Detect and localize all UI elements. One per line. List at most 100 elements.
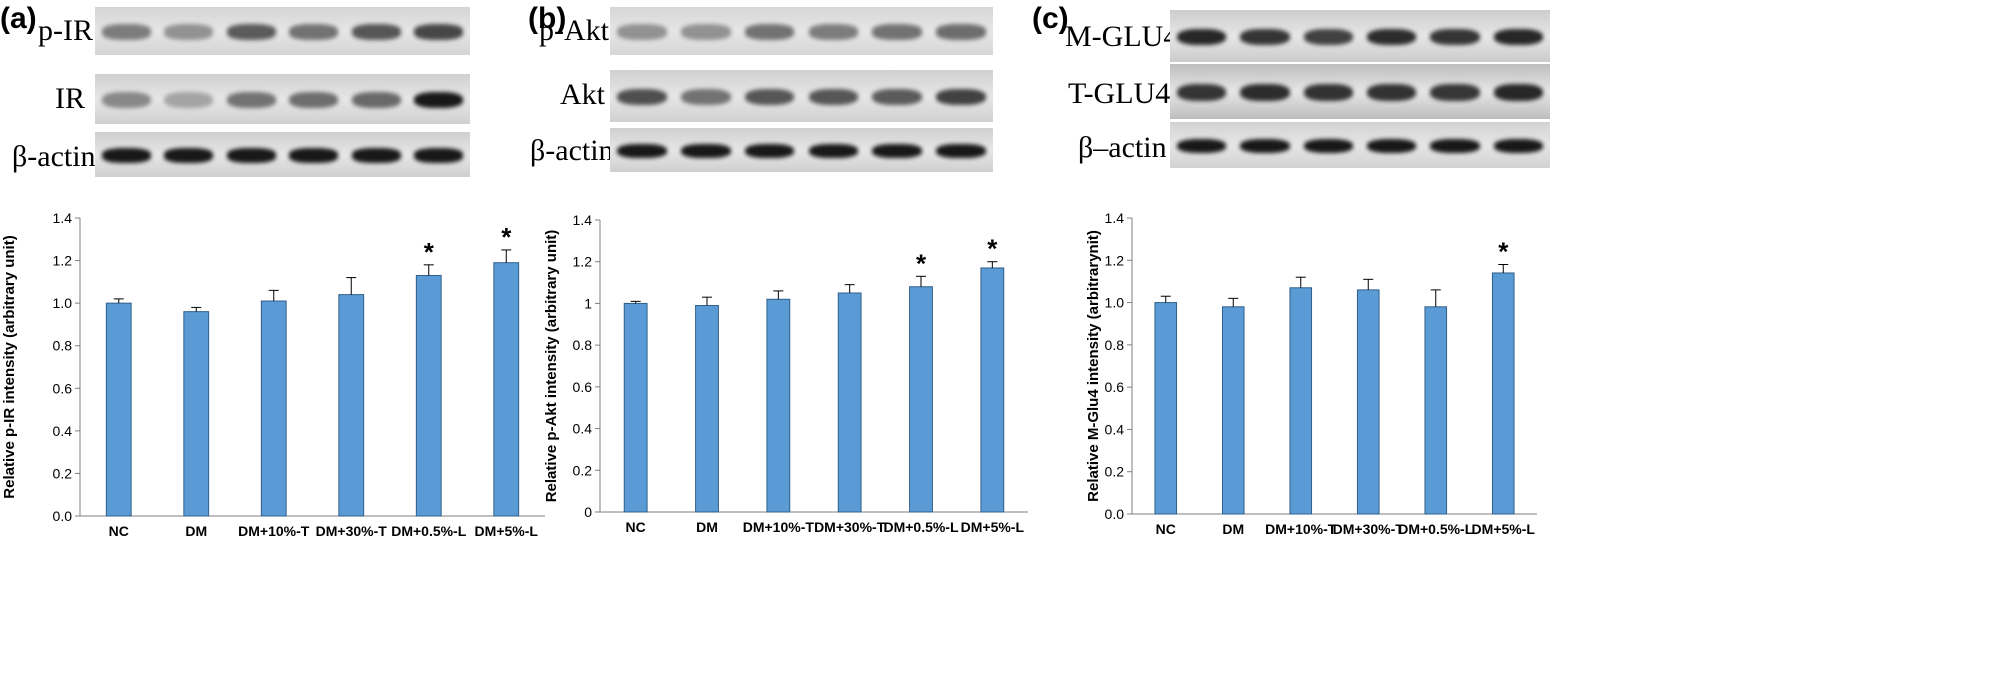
bar <box>105 302 132 517</box>
x-tick-label: DM+5%-L <box>961 519 1025 535</box>
blot-label-3: Akt <box>560 78 605 111</box>
blot-band <box>101 24 151 40</box>
blot-strip-3 <box>95 132 470 177</box>
blot-band <box>1430 83 1480 102</box>
blot-band <box>680 143 731 158</box>
significance-marker: * <box>1498 237 1509 267</box>
blot-band <box>1493 28 1544 46</box>
y-tick-label: 0.6 <box>53 380 73 396</box>
panel-b: (b) p-Akt Akt β-actin 0 0.2 0.4 0.6 0.8 1 1.2 1… <box>528 0 1048 688</box>
y-tick-label: 0.2 <box>573 462 593 478</box>
significance-marker: * <box>916 248 927 278</box>
y-tick-label: 1.0 <box>1105 295 1125 311</box>
x-tick-label: DM+5%-L <box>475 523 539 539</box>
y-tick-label: 1.2 <box>1105 252 1125 268</box>
x-tick-label: NC <box>1156 521 1176 537</box>
bar <box>1424 306 1448 515</box>
blot-strip-3 <box>610 128 993 172</box>
y-tick-label: 0.4 <box>53 423 73 439</box>
blot-label-2: T-GLU4 <box>1068 77 1171 110</box>
blot-band <box>1176 138 1227 154</box>
blot-label-3: β-actin <box>530 134 614 167</box>
y-tick-label: 0.6 <box>1105 379 1125 395</box>
x-tick-label: DM <box>185 523 207 539</box>
blot-band <box>872 24 923 40</box>
blot-band <box>164 24 214 40</box>
blot-band <box>617 143 667 158</box>
significance-marker: * <box>501 222 512 252</box>
blot-strip-3 <box>1170 122 1550 168</box>
blot-band <box>617 24 667 40</box>
panel-label: (b) <box>528 2 567 35</box>
blot-band <box>164 148 214 163</box>
blot-band <box>808 88 859 106</box>
blot-band <box>680 88 731 106</box>
x-tick-label: DM+30%-T <box>316 523 388 539</box>
bar <box>837 292 862 513</box>
blot-band <box>1303 138 1354 154</box>
x-tick-label: DM+10%-T <box>1265 521 1337 537</box>
y-tick-label: 1.2 <box>53 253 73 269</box>
x-tick-label: DM+0.5%-L <box>883 519 959 535</box>
panel-c: (c) M-GLU4 T-GLU4 β–actin 0.0 0.2 0.4 0.6 0.… <box>1032 0 1552 688</box>
blot-band <box>164 92 214 108</box>
blot-band <box>226 24 276 40</box>
y-tick-label: 0.6 <box>573 379 593 395</box>
y-tick-label: 1.4 <box>53 210 73 226</box>
y-tick-label: 1.4 <box>1105 210 1125 226</box>
bar <box>1154 302 1178 515</box>
y-tick-label: 0.0 <box>53 508 73 524</box>
y-axis-label: Relative p-IR intensity (arbitrary unit) <box>1 235 18 498</box>
panel-a: (a) p-IR IR β-actin 0.0 0.2 0.4 0.6 0.8 1.0 1.… <box>0 0 560 688</box>
blot-band <box>744 24 795 40</box>
x-tick-label: DM+5%-L <box>1472 521 1536 537</box>
x-tick-label: DM+30%-T <box>1333 521 1405 537</box>
blot-band <box>808 24 859 40</box>
y-tick-label: 0.8 <box>573 337 593 353</box>
y-tick-label: 0 <box>584 504 592 520</box>
blot-band <box>1493 83 1544 102</box>
bar <box>1491 272 1515 515</box>
bar <box>415 274 442 517</box>
blot-band <box>1303 28 1354 46</box>
y-tick-label: 0.8 <box>1105 337 1125 353</box>
bar <box>260 300 287 517</box>
y-tick-label: 1.0 <box>53 295 73 311</box>
blot-band <box>1176 83 1227 102</box>
blot-strip-2 <box>95 74 470 124</box>
blot-band <box>1303 83 1354 102</box>
blot-band <box>617 88 667 106</box>
bar <box>909 286 933 513</box>
y-axis-label: Relative M-Glu4 intensity (arbitrarynit) <box>1085 230 1102 502</box>
blot-band <box>872 88 923 106</box>
x-tick-label: DM+30%-T <box>814 519 886 535</box>
blot-strip-1 <box>610 7 993 55</box>
bar <box>493 262 520 517</box>
blot-strip-1 <box>1170 10 1550 62</box>
blot-label-3: β-actin <box>12 140 96 173</box>
blot-band <box>101 92 151 108</box>
x-tick-label: DM+0.5%-L <box>1398 521 1474 537</box>
blot-band <box>1240 28 1290 46</box>
bar-chart-b: 0 0.2 0.4 0.6 0.8 1 1.2 1.4 Relative p-Akt inten… <box>543 212 1028 535</box>
blot-band <box>351 148 401 163</box>
bar <box>1221 306 1245 515</box>
blot-band <box>414 148 464 163</box>
y-tick-label: 0.2 <box>53 465 73 481</box>
y-tick-label: 0.2 <box>1105 464 1125 480</box>
blot-band <box>289 24 339 40</box>
blot-band <box>226 148 276 163</box>
bar <box>338 294 365 517</box>
blot-band <box>872 143 923 158</box>
x-tick-label: DM+10%-T <box>743 519 815 535</box>
significance-marker: * <box>424 237 435 267</box>
blot-label-1: p-Akt <box>539 14 609 47</box>
blot-label-1: M-GLU4 <box>1065 20 1179 53</box>
blot-band <box>226 92 276 108</box>
blot-strip-2 <box>1170 64 1550 119</box>
blot-band <box>936 143 986 158</box>
blot-band <box>744 143 795 158</box>
y-tick-label: 0.0 <box>1105 506 1125 522</box>
y-tick-label: 0.4 <box>573 421 593 437</box>
